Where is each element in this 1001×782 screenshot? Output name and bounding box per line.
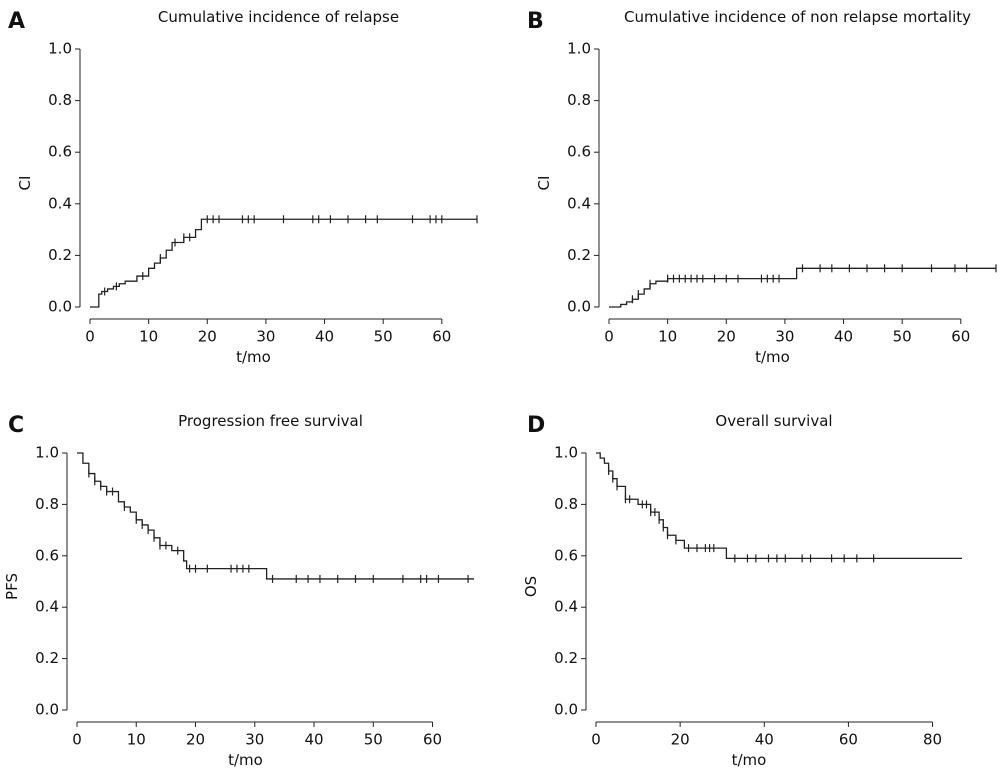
chart-title: Overall survival [715,412,832,430]
x-tick-label: 50 [374,328,393,346]
chart-panel: C Progression free survival 0.0 0.2 0.4 0.6 0.… [3,412,474,769]
y-axis-label: CI [16,176,34,191]
y-tick-label: 0.8 [554,495,578,513]
y-tick-label: 0.4 [48,194,72,212]
y-tick-label: 0.6 [35,546,59,564]
chart-title: Cumulative incidence of relapse [158,8,399,26]
chart-panel: D Overall survival 0.0 0.2 0.4 0.6 0.8 1.0 0 20 40… [522,412,962,769]
x-tick-label: 0 [591,731,601,749]
x-tick-label: 0 [72,731,82,749]
chart-title: Progression free survival [178,412,363,430]
panel-letter: A [8,9,25,34]
x-tick-label: 40 [315,328,334,346]
y-tick-label: 0.4 [35,598,59,616]
y-tick-label: 0.4 [554,598,578,616]
y-tick-label: 0.2 [48,246,72,264]
x-tick-label: 30 [775,328,794,346]
x-tick-label: 30 [256,328,275,346]
panel-letter: D [527,413,545,438]
y-tick-label: 0.8 [48,91,72,109]
x-tick-label: 10 [139,328,158,346]
y-tick-label: 0.0 [48,298,72,316]
x-axis-label: t/mo [755,348,790,366]
y-tick-label: 0.6 [567,143,591,161]
y-tick-label: 0.0 [554,701,578,719]
y-tick-label: 1.0 [35,444,59,462]
y-tick-label: 0.8 [567,91,591,109]
chart-title: Cumulative incidence of non relapse mort… [624,8,971,26]
x-tick-label: 0 [85,328,95,346]
y-tick-label: 1.0 [48,40,72,58]
x-tick-label: 20 [717,328,736,346]
y-axis-label: PFS [3,573,21,600]
y-tick-label: 0.6 [48,143,72,161]
y-tick-label: 0.2 [567,246,591,264]
survival-curve [596,452,962,560]
survival-curve [90,218,477,308]
y-tick-label: 1.0 [567,40,591,58]
panel-letter: B [527,9,544,34]
x-tick-label: 10 [127,731,146,749]
x-tick-label: 10 [658,328,677,346]
x-tick-label: 80 [923,731,942,749]
x-tick-label: 60 [423,731,442,749]
x-tick-label: 30 [245,731,264,749]
y-tick-label: 0.4 [567,194,591,212]
x-axis-label: t/mo [732,751,767,769]
x-axis-label: t/mo [228,751,263,769]
chart-panel: B Cumulative incidence of non relapse mor… [527,8,997,366]
x-tick-label: 50 [893,328,912,346]
panel-letter: C [8,413,24,438]
x-tick-label: 40 [834,328,853,346]
y-tick-label: 0.2 [554,649,578,667]
x-tick-label: 60 [951,328,970,346]
survival-curve [609,267,996,308]
x-tick-label: 50 [364,731,383,749]
y-axis-label: OS [522,576,540,597]
x-axis-label: t/mo [236,348,271,366]
y-tick-label: 0.0 [567,298,591,316]
chart-panel: A Cumulative incidence of relapse 0.0 0.2 0.… [8,8,478,366]
y-tick-label: 0.2 [35,649,59,667]
y-axis-label: CI [535,176,553,191]
y-tick-label: 0.0 [35,701,59,719]
x-tick-label: 60 [839,731,858,749]
x-tick-label: 40 [755,731,774,749]
y-tick-label: 0.6 [554,546,578,564]
x-tick-label: 20 [186,731,205,749]
x-tick-label: 0 [604,328,614,346]
x-tick-label: 40 [304,731,323,749]
y-tick-label: 0.8 [35,495,59,513]
x-tick-label: 60 [432,328,451,346]
x-tick-label: 20 [671,731,690,749]
x-tick-label: 20 [198,328,217,346]
y-tick-label: 1.0 [554,444,578,462]
